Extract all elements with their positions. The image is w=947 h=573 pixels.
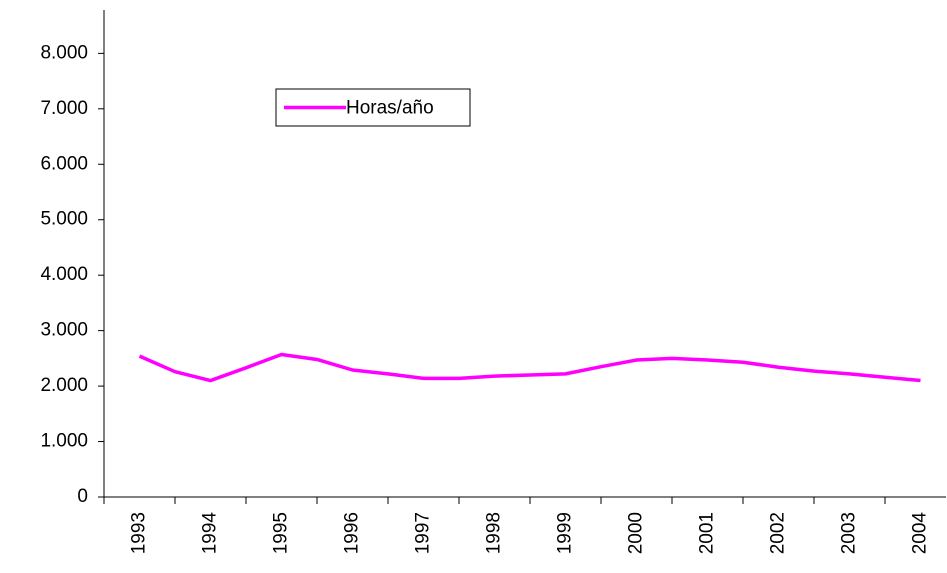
x-tick-label: 2002 [768,512,789,554]
legend-label: Horas/año [346,98,434,119]
x-tick-label: 1997 [413,512,434,554]
y-tick-label: 2.000 [40,375,88,396]
line-series [138,352,921,383]
x-tick-label: 1995 [271,512,292,554]
x-tick-label: 2003 [839,512,860,554]
x-tick-label: 2001 [697,512,718,554]
y-tick-label: 8.000 [40,42,88,63]
y-tick-label: 6.000 [40,153,88,174]
x-tick-label: 1994 [200,512,221,555]
y-tick-label: 4.000 [40,264,88,285]
x-tick-label: 2000 [626,512,647,554]
x-tick-label: 1999 [555,512,576,554]
y-tick-label: 5.000 [40,209,88,230]
y-tick-label: 0 [77,486,88,507]
y-tick-label: 3.000 [40,320,88,341]
x-tick-label: 1993 [129,512,150,554]
y-tick-label: 1.000 [40,431,88,452]
x-tick-label: 1996 [342,512,363,554]
x-tick-label: 1998 [484,512,505,554]
x-tick-label: 2004 [910,512,931,555]
y-tick-label: 7.000 [40,98,88,119]
